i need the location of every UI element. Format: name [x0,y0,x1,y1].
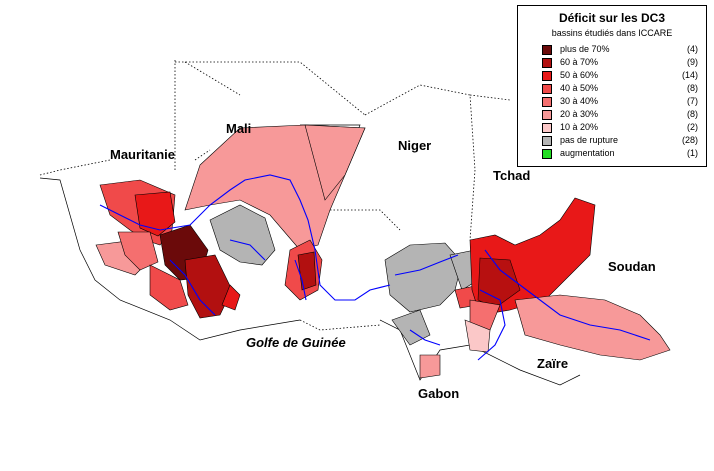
legend-label: 60 à 70% [560,57,599,67]
legend-count: (7) [687,96,698,106]
legend-count: (8) [687,109,698,119]
legend-item: 10 à 20% (2) [542,122,698,134]
legend-count: (28) [681,135,698,145]
legend-swatch [542,110,552,120]
legend-swatch [542,58,552,68]
legend-swatch [542,123,552,133]
legend-item: 50 à 60% (14) [542,70,698,82]
legend-item: plus de 70% (4) [542,44,698,56]
legend-label: 40 à 50% [560,83,599,93]
legend-label: plus de 70% [560,44,610,54]
legend-item: 60 à 70% (9) [542,57,698,69]
legend-item: 20 à 30% (8) [542,109,698,121]
legend-swatch [542,136,552,146]
legend-label: augmentation [560,148,615,158]
label-mauritanie: Mauritanie [110,147,176,162]
legend-swatch [542,149,552,159]
legend-count: (1) [687,148,698,158]
basins-volta [284,239,323,301]
label-golfe-de-guinee: Golfe de Guinée [246,335,346,350]
legend-subtitle: bassins étudiés dans ICCARE [551,28,673,38]
label-gabon: Gabon [418,386,460,401]
legend-label: pas de rupture [560,135,619,145]
basins-mali-south [149,224,241,319]
basins-niger-upper [184,124,366,251]
legend-item: 30 à 40% (7) [542,96,698,108]
legend-count: (2) [687,122,698,132]
legend-item: 40 à 50% (8) [542,83,698,95]
label-mali: Mali [226,121,252,136]
legend-count: (4) [687,44,698,54]
legend-label: 30 à 40% [560,96,599,106]
legend-count: (9) [687,57,698,67]
legend-label: 50 à 60% [560,70,599,80]
basins-senegal [95,179,176,276]
basins-chad-sudan [464,197,671,361]
map-legend: Déficit sur les DC3 bassins étudiés dans… [517,5,707,167]
basins-burkina [209,204,276,266]
label-tchad: Tchad [493,168,531,183]
basins-cameroon [384,242,481,379]
legend-count: (14) [681,70,698,80]
label-soudan: Soudan [608,259,656,274]
legend-title: Déficit sur les DC3 [558,11,666,25]
legend-item: pas de rupture (28) [542,135,698,147]
legend-swatch [542,71,552,81]
legend-swatch [542,45,552,55]
legend-swatch [542,97,552,107]
legend-count: (8) [687,83,698,93]
legend-label: 20 à 30% [560,109,599,119]
rivers [99,174,651,361]
label-niger: Niger [398,138,432,153]
legend-item: augmentation (1) [542,148,698,160]
label-zaire: Zaïre [537,356,569,371]
legend-swatch [542,84,552,94]
legend-label: 10 à 20% [560,122,599,132]
